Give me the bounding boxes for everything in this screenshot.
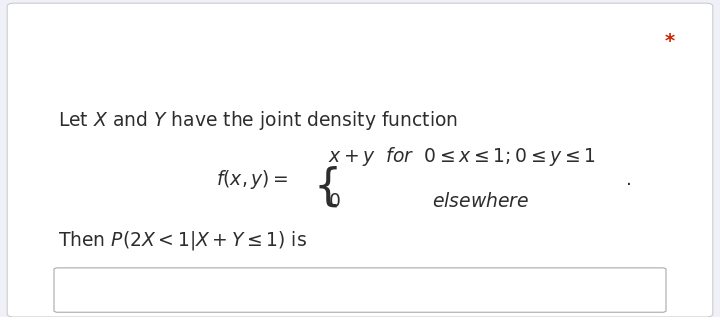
Text: $f(x, y) = $: $f(x, y) = $ xyxy=(216,168,289,191)
Text: $elsewhere$: $elsewhere$ xyxy=(432,192,529,211)
FancyBboxPatch shape xyxy=(54,268,666,312)
Text: $\{$: $\{$ xyxy=(313,165,338,210)
Text: $x + y \ \ for \ \ 0 \leq x \leq 1; 0 \leq y \leq 1$: $x + y \ \ for \ \ 0 \leq x \leq 1; 0 \l… xyxy=(328,146,595,168)
FancyBboxPatch shape xyxy=(7,3,713,317)
Text: Then $P(2X < 1 | X + Y \leq 1)$ is: Then $P(2X < 1 | X + Y \leq 1)$ is xyxy=(58,230,307,252)
Text: .: . xyxy=(626,170,632,189)
Text: $0$: $0$ xyxy=(328,192,341,211)
Text: *: * xyxy=(665,32,675,51)
Text: Let $X$ and $Y$ have the joint density function: Let $X$ and $Y$ have the joint density f… xyxy=(58,109,458,132)
